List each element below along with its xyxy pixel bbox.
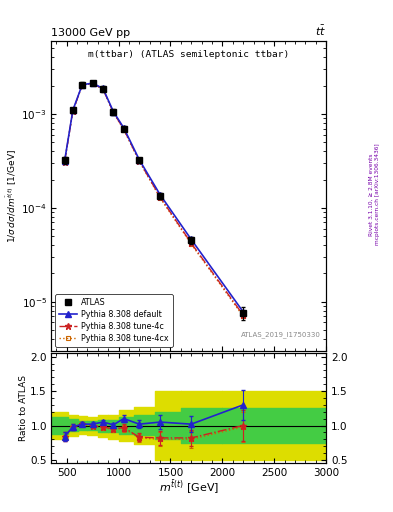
Text: 13000 GeV pp: 13000 GeV pp: [51, 28, 130, 38]
Text: Rivet 3.1.10, ≥ 2.8M events: Rivet 3.1.10, ≥ 2.8M events: [369, 153, 374, 236]
Y-axis label: $1/\sigma\,d\sigma/dm^{\bar{t}(t)}$ [1/GeV]: $1/\sigma\,d\sigma/dm^{\bar{t}(t)}$ [1/G…: [4, 149, 18, 243]
X-axis label: $m^{\bar{t}(t)}$ [GeV]: $m^{\bar{t}(t)}$ [GeV]: [158, 479, 219, 497]
Text: ATLAS_2019_I1750330: ATLAS_2019_I1750330: [241, 332, 321, 338]
Text: $t\bar{t}$: $t\bar{t}$: [315, 24, 326, 38]
Text: mcplots.cern.ch [arXiv:1306.3436]: mcplots.cern.ch [arXiv:1306.3436]: [375, 144, 380, 245]
Text: m(ttbar) (ATLAS semileptonic ttbar): m(ttbar) (ATLAS semileptonic ttbar): [88, 50, 289, 59]
Legend: ATLAS, Pythia 8.308 default, Pythia 8.308 tune-4c, Pythia 8.308 tune-4cx: ATLAS, Pythia 8.308 default, Pythia 8.30…: [55, 294, 173, 347]
Y-axis label: Ratio to ATLAS: Ratio to ATLAS: [18, 375, 28, 441]
